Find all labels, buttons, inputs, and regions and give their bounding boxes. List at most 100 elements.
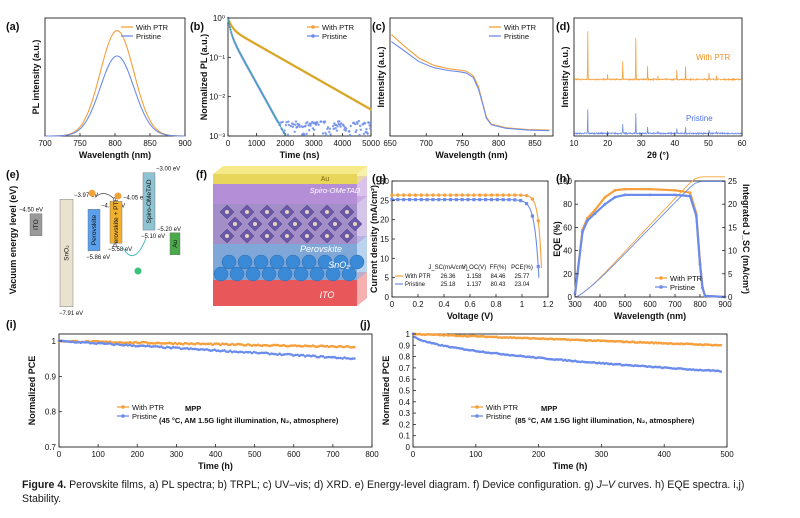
jv-marker bbox=[495, 198, 499, 202]
stability-point bbox=[678, 342, 681, 346]
jv-marker bbox=[536, 219, 540, 223]
stability-point bbox=[548, 337, 551, 340]
stability-point bbox=[415, 333, 418, 336]
y-tick-label: 60 bbox=[563, 223, 572, 232]
stability-point bbox=[335, 345, 338, 349]
stability-point bbox=[187, 342, 191, 346]
panel-g: (g) 0 0.2 0.4 0.6 0.8 1 1.2 0 5 10 15 20 25 30 Voltage … bbox=[369, 173, 554, 321]
stability-point bbox=[661, 342, 664, 345]
x-tick-label: 0 bbox=[411, 450, 416, 459]
stability-point bbox=[434, 333, 437, 336]
trpl-point bbox=[353, 122, 357, 126]
perovskite-cation bbox=[345, 234, 349, 238]
spiro-layer bbox=[213, 184, 357, 204]
stability-point bbox=[276, 343, 279, 347]
sno2-sphere bbox=[277, 266, 293, 282]
jv-marker bbox=[460, 193, 464, 197]
perovskite-cation bbox=[265, 210, 269, 214]
legend-label: Pristine bbox=[132, 412, 157, 421]
stability-point bbox=[272, 343, 275, 347]
y-tick-label: 0.7 bbox=[45, 443, 57, 452]
stability-point bbox=[67, 340, 71, 343]
panel-label: (e) bbox=[6, 169, 20, 181]
y-tick-label: 5 bbox=[385, 274, 390, 283]
x-axis-title: Wavelength (nm) bbox=[614, 311, 686, 321]
stability-point bbox=[207, 342, 210, 345]
stability-point bbox=[587, 339, 591, 342]
stability-point bbox=[557, 338, 560, 341]
stability-point bbox=[333, 355, 337, 359]
x-tick-label: 300 bbox=[170, 450, 184, 459]
stability-point bbox=[166, 342, 169, 345]
stability-point bbox=[656, 342, 659, 345]
y-tick-label: 10 bbox=[380, 254, 389, 263]
stability-point bbox=[555, 337, 558, 341]
annotation-title: MPP bbox=[541, 404, 557, 413]
jv-marker bbox=[425, 193, 429, 197]
stability-point bbox=[646, 341, 649, 344]
perovskite-cation bbox=[305, 210, 309, 214]
stability-point bbox=[183, 347, 187, 350]
stability-point bbox=[673, 342, 676, 346]
stability-point bbox=[124, 341, 128, 344]
trpl-point bbox=[344, 129, 347, 132]
stability-point bbox=[502, 336, 505, 339]
y-tick-label: 10⁻³ bbox=[209, 132, 225, 141]
x-tick-label: 500 bbox=[248, 450, 262, 459]
stability-point bbox=[319, 344, 323, 347]
jv-marker bbox=[407, 198, 412, 202]
trpl-point bbox=[364, 122, 367, 125]
stability-point bbox=[668, 342, 671, 345]
table-header: J_SC(mA/cm²) bbox=[428, 265, 467, 271]
stability-point bbox=[534, 337, 538, 340]
x-tick-label: 400 bbox=[658, 450, 672, 459]
jv-marker bbox=[536, 264, 540, 269]
x-axis-title: Time (h) bbox=[198, 461, 233, 471]
stability-point bbox=[69, 340, 73, 344]
perovskite-cation bbox=[225, 234, 229, 238]
jv-marker bbox=[402, 193, 406, 197]
energy-bar bbox=[29, 213, 43, 236]
jv-marker bbox=[513, 198, 517, 202]
stability-point bbox=[618, 340, 622, 343]
sno2-sphere bbox=[349, 254, 365, 270]
sno2-sphere bbox=[333, 254, 349, 270]
stability-point bbox=[229, 349, 232, 353]
energy-layer-name: ITO bbox=[33, 219, 40, 230]
x-tick-label: 0.2 bbox=[412, 300, 424, 309]
jv-marker bbox=[396, 193, 400, 197]
stability-point bbox=[418, 332, 421, 336]
jv-marker bbox=[460, 198, 464, 202]
x-tick-label: 10 bbox=[570, 139, 579, 148]
stability-point bbox=[126, 341, 130, 345]
x-axis-title: 2θ (°) bbox=[647, 150, 669, 160]
stability-point bbox=[351, 357, 354, 360]
energy-top-label: −5.20 eV bbox=[157, 227, 181, 233]
stability-point bbox=[221, 342, 224, 345]
stability-point bbox=[61, 339, 65, 343]
perovskite-layer-side bbox=[357, 196, 367, 244]
panel-label: (a) bbox=[6, 21, 20, 33]
stability-point bbox=[211, 349, 214, 352]
stability-point bbox=[103, 342, 106, 346]
stability-point bbox=[105, 342, 108, 346]
stability-point bbox=[521, 337, 524, 340]
stability-point bbox=[256, 352, 260, 355]
stability-point bbox=[266, 344, 269, 347]
stability-point bbox=[256, 343, 260, 346]
stability-point bbox=[65, 340, 69, 343]
x-tick-label: 1.2 bbox=[542, 300, 554, 309]
stability-point bbox=[296, 344, 299, 348]
plot-frame bbox=[389, 17, 554, 137]
jv-marker bbox=[431, 198, 435, 202]
stability-point bbox=[483, 335, 486, 338]
panel-h: (h)300 400 500 600 700 800 9000204060801000510… bbox=[552, 173, 751, 321]
stability-point bbox=[543, 337, 546, 341]
y-axis-title: Current density (mA/cm²) bbox=[369, 185, 379, 293]
stability-point bbox=[440, 333, 444, 336]
trpl-point bbox=[328, 130, 331, 134]
y-tick-label: 100 bbox=[559, 177, 573, 186]
stability-point bbox=[688, 342, 692, 346]
stability-point bbox=[63, 339, 67, 343]
stability-point bbox=[175, 346, 179, 349]
